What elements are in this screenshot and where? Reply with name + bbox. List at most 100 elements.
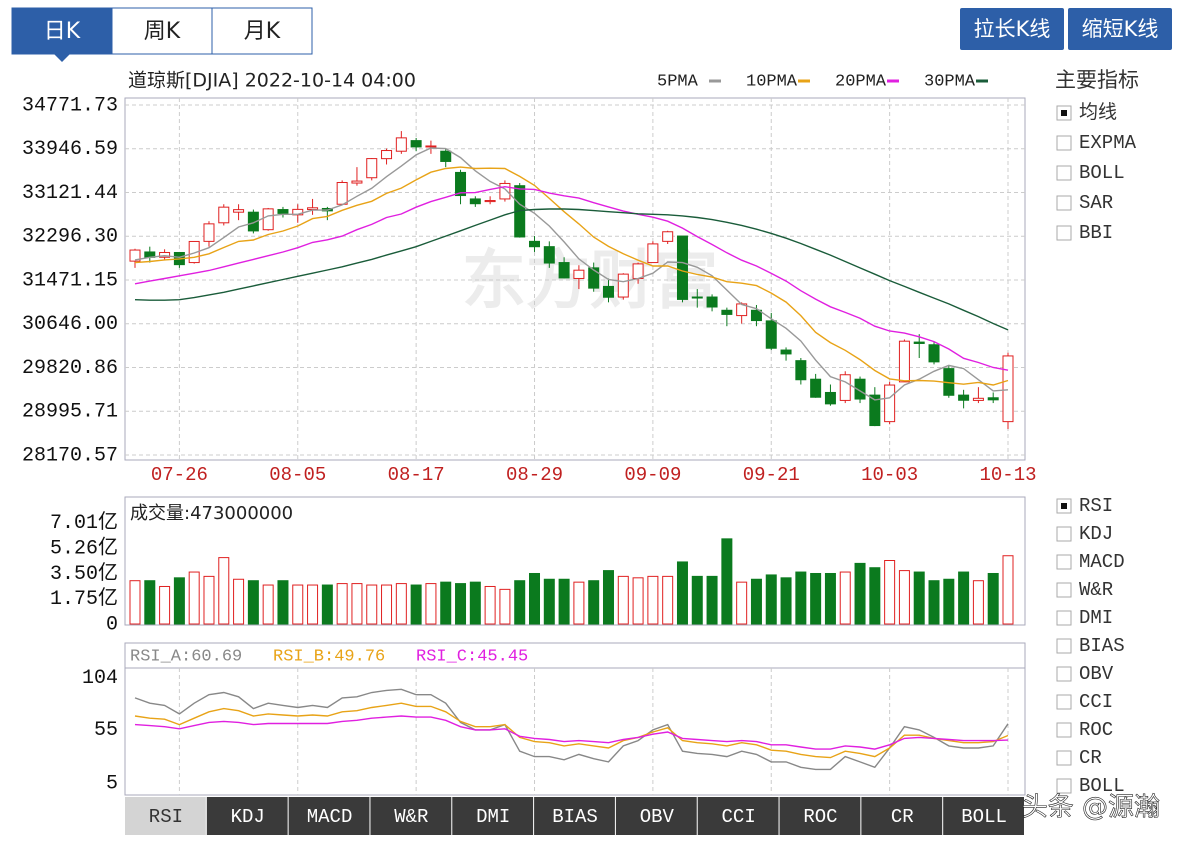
volume-bar xyxy=(558,578,570,625)
volume-bar xyxy=(321,584,333,625)
checkbox[interactable] xyxy=(1056,165,1072,181)
y-tick-label: 31471.15 xyxy=(22,269,118,292)
bottom-tab[interactable] xyxy=(943,797,1024,835)
checkbox[interactable] xyxy=(1056,778,1072,794)
x-tick-label: 09-09 xyxy=(624,464,681,486)
checkbox-label: BIAS xyxy=(1079,635,1125,657)
legend-label: RSI_A:60.69 xyxy=(130,647,242,666)
tab-label: 月K xyxy=(244,19,281,44)
checkbox[interactable] xyxy=(1056,666,1072,682)
volume-bar xyxy=(218,557,230,625)
indicator-title: 主要指标 xyxy=(1055,68,1139,92)
candle-body xyxy=(395,137,407,152)
checkbox[interactable] xyxy=(1056,554,1072,570)
checkbox[interactable] xyxy=(1056,638,1072,654)
line-series xyxy=(134,208,1009,331)
x-tick-label: 08-17 xyxy=(388,464,445,486)
bottom-tab[interactable] xyxy=(370,797,452,835)
checkbox[interactable] xyxy=(1056,195,1072,211)
bottom-tab[interactable] xyxy=(615,797,697,835)
x-tick-label: 08-29 xyxy=(506,464,563,486)
candle-body xyxy=(869,394,881,427)
checkbox-label: MACD xyxy=(1079,551,1125,573)
volume-bar xyxy=(173,577,185,625)
candle-body xyxy=(795,360,807,381)
candle-body xyxy=(721,309,733,315)
checkbox[interactable] xyxy=(1056,582,1072,598)
checkbox-label: CCI xyxy=(1079,691,1113,713)
candle-body xyxy=(824,391,836,405)
bottom-tab[interactable] xyxy=(452,797,534,835)
bottom-tab[interactable] xyxy=(779,797,861,835)
volume-bar xyxy=(351,583,363,625)
volume-bar xyxy=(706,575,718,625)
y-tick-label: 3.50亿 xyxy=(50,561,118,586)
bottom-tab[interactable] xyxy=(697,797,779,835)
volume-bar xyxy=(529,572,541,625)
volume-bar xyxy=(676,561,688,625)
volume-bar xyxy=(943,578,955,625)
volume-bar xyxy=(972,580,984,625)
candle-body xyxy=(958,394,970,401)
volume-bar xyxy=(307,584,319,625)
volume-bar xyxy=(602,570,614,625)
checkbox-label: ROC xyxy=(1079,719,1113,741)
bottom-tab-label: CR xyxy=(891,806,914,828)
y-tick-label: 5.26亿 xyxy=(50,535,118,560)
bottom-tab[interactable] xyxy=(861,797,943,835)
checkbox-label: RSI xyxy=(1079,495,1113,517)
tab-label: 日K xyxy=(44,19,81,44)
candle-body xyxy=(854,378,866,400)
checkbox[interactable] xyxy=(1056,526,1072,542)
bottom-tab[interactable] xyxy=(206,797,288,835)
tab[interactable] xyxy=(211,7,313,55)
y-tick-label: 104 xyxy=(82,667,118,690)
volume-bar xyxy=(543,578,555,625)
button[interactable] xyxy=(960,8,1064,50)
volume-bar xyxy=(765,574,777,625)
volume-bar xyxy=(928,580,940,625)
volume-bar xyxy=(795,571,807,625)
candle-body xyxy=(484,200,496,203)
candle-body xyxy=(602,285,614,298)
checkbox[interactable] xyxy=(1056,610,1072,626)
volume-bar xyxy=(159,585,171,625)
candle-body xyxy=(617,273,629,298)
button[interactable] xyxy=(1068,8,1172,50)
bottom-tab[interactable] xyxy=(125,797,206,835)
candle-body xyxy=(247,211,259,232)
candle-body xyxy=(469,198,481,205)
checkbox[interactable] xyxy=(1056,225,1072,241)
volume-bar xyxy=(958,571,970,625)
candle-body xyxy=(499,182,511,200)
volume-bar xyxy=(617,575,629,625)
y-tick-label: 34771.73 xyxy=(22,94,118,117)
checkbox[interactable] xyxy=(1056,135,1072,151)
checkbox[interactable] xyxy=(1056,694,1072,710)
candle-body xyxy=(366,158,378,179)
volume-bar xyxy=(129,580,141,625)
volume-bar xyxy=(573,581,585,625)
tab[interactable] xyxy=(11,7,113,55)
volume-title: 成交量:473000000 xyxy=(130,503,293,524)
candle-body xyxy=(662,231,674,242)
bottom-tab-label: W&R xyxy=(394,806,428,828)
bottom-tab[interactable] xyxy=(288,797,370,835)
line-series xyxy=(134,147,1009,401)
volume-bar xyxy=(395,583,407,625)
volume-bar xyxy=(884,560,896,625)
candle-body xyxy=(410,140,422,148)
volume-bar xyxy=(455,583,467,625)
legend-label: 10PMA xyxy=(746,72,798,91)
candle-body xyxy=(810,378,822,398)
volume-bar xyxy=(277,580,289,625)
volume-bar xyxy=(632,577,644,625)
bottom-tab-label: MACD xyxy=(307,806,353,828)
candle-body xyxy=(676,235,688,300)
checkbox[interactable] xyxy=(1056,722,1072,738)
volume-bar xyxy=(810,572,822,625)
line-series xyxy=(134,688,1009,771)
bottom-tab-label: CCI xyxy=(722,806,756,828)
bottom-tab[interactable] xyxy=(534,797,615,835)
checkbox[interactable] xyxy=(1056,750,1072,766)
